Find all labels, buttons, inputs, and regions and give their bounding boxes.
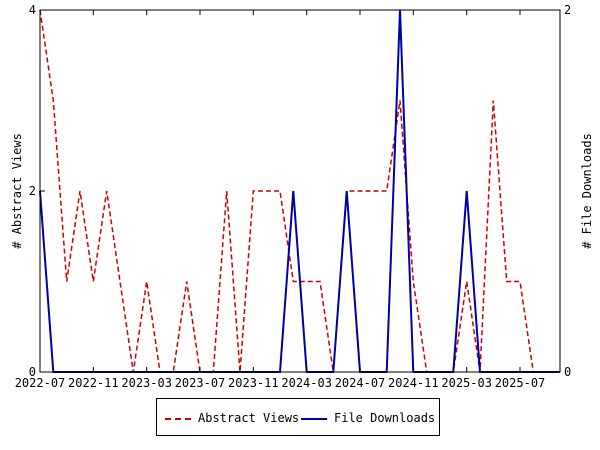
x-axis: 2022-07 2022-11 2023-03 2023-07 2023-11 2024-… — [15, 10, 546, 390]
legend: Abstract Views File Downloads — [156, 398, 440, 436]
y-axis-title: # Abstract Views — [10, 133, 24, 249]
x-tick-label: 2024-11 — [388, 376, 439, 390]
y2-tick-label: 0 — [564, 365, 571, 379]
legend-swatch-solid — [301, 418, 327, 420]
legend-label: File Downloads — [334, 411, 436, 425]
x-tick-label: 2022-07 — [15, 376, 66, 390]
series-line-abstract-views — [39, 9, 560, 373]
x-tick-label: 2025-07 — [495, 376, 546, 390]
y-axis-left: 0 2 4 — [29, 3, 45, 379]
legend-swatch-dashed — [165, 418, 191, 420]
legend-label: Abstract Views — [198, 411, 300, 425]
y-axis-right: 02 — [555, 3, 571, 379]
y-tick-label: 0 — [29, 365, 36, 379]
x-tick-label: 2024-03 — [281, 376, 332, 390]
x-tick-label: 2022-11 — [68, 376, 119, 390]
x-tick-label: 2023-07 — [175, 376, 226, 390]
x-tick-label: 2023-11 — [228, 376, 279, 390]
y-tick-label: 2 — [29, 184, 36, 198]
x-tick-label: 2023-03 — [121, 376, 172, 390]
y-tick-label: 4 — [29, 3, 36, 17]
y2-axis-title: # File Downloads — [580, 133, 594, 249]
x-tick-label: 2024-07 — [335, 376, 386, 390]
x-tick-label: 2025-03 — [441, 376, 492, 390]
plot-series — [39, 9, 560, 373]
y2-tick-label: 2 — [564, 3, 571, 17]
